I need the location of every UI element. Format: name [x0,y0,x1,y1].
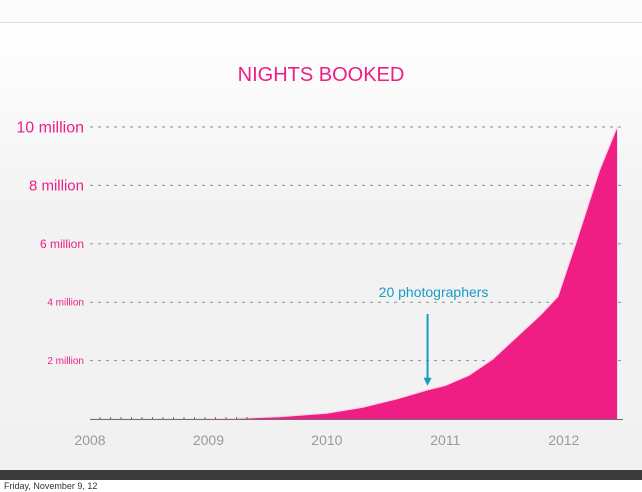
area-series [90,126,618,420]
bottom-bar [0,470,642,480]
footer-date: Friday, November 9, 12 [4,481,98,491]
area-fill [90,127,618,419]
y-tick-label: 10 million [16,120,84,137]
x-tick-label: 2011 [430,432,460,448]
x-tick-label: 2012 [548,432,579,448]
annotation-label: 20 photographers [379,284,489,300]
area-outline [90,126,618,420]
y-tick-label: 2 million [47,356,84,367]
grid-lines [90,126,623,362]
x-tick-label: 2010 [311,432,342,448]
y-tick-label: 4 million [47,298,84,309]
footer [0,480,642,492]
annotations: 20 photographers [379,284,489,386]
chart-title: NIGHTS BOOKED [238,64,405,86]
y-tick-label: 8 million [29,178,84,195]
x-tick-label: 2008 [74,432,105,448]
y-axis-ticks: 2 million 4 million 6 million 8 million 10 m… [16,120,84,368]
top-border [0,0,642,23]
x-tick-label: 2009 [193,432,224,448]
x-axis-baseline [90,417,623,420]
y-tick-label: 6 million [40,237,84,251]
x-axis-ticks: 2008 2009 2010 2011 2012 [74,432,579,448]
annotation-arrow-head [423,377,432,386]
